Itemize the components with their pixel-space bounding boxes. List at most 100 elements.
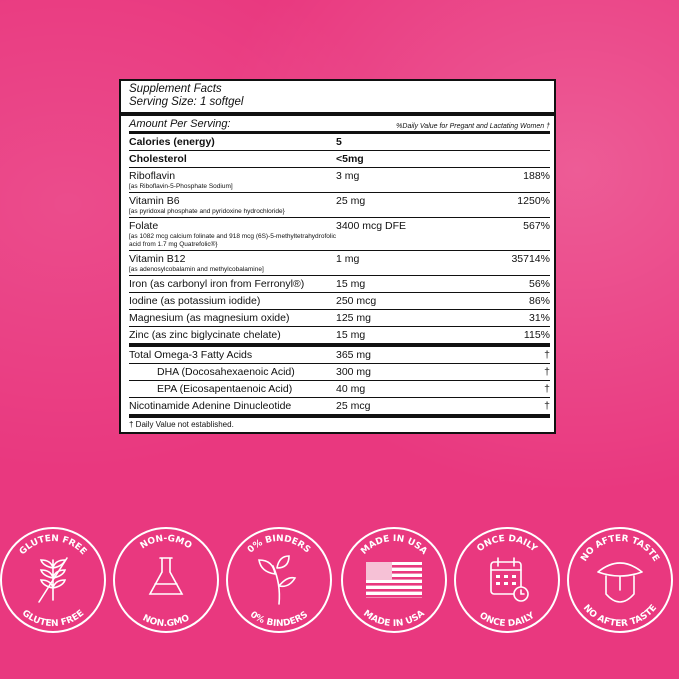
nutrient-row: Total Omega-3 Fatty Acids 365 mg † (129, 347, 550, 364)
badge-gluten-free: GLUTEN FREE GLUTEN FREE (0, 527, 106, 633)
nutrient-row: Iodine (as potassium iodide) 250 mcg 86% (129, 293, 550, 310)
nutrient-amount: 15 mg (336, 278, 366, 290)
nutrient-amount: 125 mg (336, 312, 372, 324)
nutrient-amount: 1 mg (336, 253, 360, 265)
badge-label-top: ONCE DAILY (475, 534, 538, 555)
nutrient-name: Vitamin B12 (129, 253, 186, 265)
svg-text:NO AFTER TASTE: NO AFTER TASTE (579, 534, 660, 564)
nutrient-row: Calories (energy) 5 (129, 134, 550, 151)
nutrient-daily-value: 35714% (511, 253, 550, 265)
badge-row: GLUTEN FREE GLUTEN FREE NON-GMO NON.GMO … (0, 527, 673, 633)
badge-ring (113, 527, 219, 633)
calendar-clock-icon (490, 557, 529, 602)
nutrient-daily-value: † (544, 400, 550, 412)
panel-header: Supplement Facts Serving Size: 1 softgel (121, 81, 554, 116)
badge-ring (0, 527, 106, 633)
nutrient-daily-value: 188% (523, 170, 550, 182)
serving-size: Serving Size: 1 softgel (129, 96, 244, 108)
nutrient-row: EPA (Eicosapentaenoic Acid) 40 mg † (129, 381, 550, 398)
nutrient-daily-value (480, 153, 550, 166)
nutrient-amount: 25 mg (336, 195, 366, 207)
nutrient-amount: 300 mg (336, 366, 372, 378)
nutrient-daily-value: 86% (528, 295, 550, 307)
panel-title: Supplement Facts (129, 83, 222, 95)
amount-per-serving-header: Amount Per Serving: %Daily Value for Pre… (129, 116, 550, 134)
nutrient-name: EPA (Eicosapentaenoic Acid) (157, 383, 293, 395)
leaf-sprig-icon (258, 555, 297, 605)
svg-text:NON.GMO: NON.GMO (141, 613, 192, 629)
svg-text:GLUTEN FREE: GLUTEN FREE (18, 534, 88, 557)
nutrient-amount: 365 mg (336, 349, 372, 361)
nutrient-name: Total Omega-3 Fatty Acids (129, 349, 253, 361)
nutrient-name: Cholesterol (129, 153, 187, 165)
nutrient-amount: 25 mcg (336, 400, 371, 412)
nutrient-name: Zinc (as zinc biglycinate chelate) (129, 329, 281, 341)
nutrient-row: Vitamin B12 [as adenosylcobalamin and met… (129, 251, 550, 276)
footnote: † Daily Value not established. (129, 420, 234, 429)
nutrient-row: Magnesium (as magnesium oxide) 125 mg 31… (129, 310, 550, 327)
badge-ring (226, 527, 332, 633)
nutrient-name: Calories (energy) (129, 136, 215, 148)
badge-no-after-taste: NO AFTER TASTE NO AFTER TASTE (567, 527, 673, 633)
badge-label-top: GLUTEN FREE (18, 534, 88, 557)
nutrient-name: Magnesium (as magnesium oxide) (129, 312, 290, 324)
flask-icon (148, 557, 184, 595)
nutrient-amount: 40 mg (336, 383, 366, 395)
nutrient-source: [as 1082 mcg calcium folinate and 918 mc… (129, 233, 337, 248)
svg-text:NON-GMO: NON-GMO (139, 534, 194, 552)
nutrient-source: [as Riboflavin-5-Phosphate Sodium] (129, 183, 233, 190)
daily-value-header: %Daily Value for Pregant and Lactating W… (396, 123, 550, 130)
nutrient-row: Zinc (as zinc biglycinate chelate) 15 mg… (129, 327, 550, 347)
nutrient-name: Nicotinamide Adenine Dinucleotide (129, 400, 292, 412)
nutrient-amount: 15 mg (336, 329, 366, 341)
nutrient-daily-value (480, 136, 550, 149)
nutrient-name: DHA (Docosahexaenoic Acid) (157, 366, 295, 378)
nutrient-daily-value: 31% (528, 312, 550, 324)
badge-once-daily: ONCE DAILY ONCE DAILY (454, 527, 560, 633)
nutrient-amount: <5mg (336, 153, 364, 165)
svg-text:ONCE DAILY: ONCE DAILY (477, 611, 537, 630)
nutrient-row: Iron (as carbonyl iron from Ferronyl®) 1… (129, 276, 550, 293)
nutrient-row: Vitamin B6 [as pyridoxal phosphate and py… (129, 193, 550, 218)
nutrient-row: Folate [as 1082 mcg calcium folinate and … (129, 218, 550, 251)
us-flag-icon (366, 562, 422, 598)
nutrient-source: [as pyridoxal phosphate and pyridoxine h… (129, 208, 285, 215)
amount-per-serving-label: Amount Per Serving: (129, 118, 231, 130)
nutrient-daily-value: 1250% (517, 195, 550, 207)
nutrient-name: Riboflavin (129, 170, 176, 182)
badge-ring (454, 527, 560, 633)
badge-label-top: 0% BINDERS (246, 534, 312, 555)
badge-ring (567, 527, 673, 633)
nutrient-name: Iron (as carbonyl iron from Ferronyl®) (129, 278, 305, 290)
svg-text:ONCE DAILY: ONCE DAILY (475, 534, 538, 555)
nutrient-daily-value: 115% (523, 329, 550, 341)
nutrient-name: Iodine (as potassium iodide) (129, 295, 261, 307)
nutrient-daily-value: † (544, 349, 550, 361)
nutrient-daily-value: 567% (523, 220, 550, 232)
badge-label-bottom: ONCE DAILY (477, 611, 537, 630)
nutrient-daily-value: † (544, 383, 550, 395)
nutrient-row: Cholesterol <5mg (129, 151, 550, 168)
nutrient-amount: 250 mcg (336, 295, 377, 307)
badge-non-gmo: NON-GMO NON.GMO (113, 527, 219, 633)
nutrient-amount: 3400 mcg DFE (336, 220, 407, 232)
badge-label-top: NO AFTER TASTE (579, 534, 660, 564)
svg-text:0% BINDERS: 0% BINDERS (246, 534, 312, 555)
nutrient-row: DHA (Docosahexaenoic Acid) 300 mg † (129, 364, 550, 381)
badge-ring (341, 527, 447, 633)
svg-text:MADE IN USA: MADE IN USA (359, 534, 428, 557)
tongue-icon (597, 562, 643, 603)
nutrient-name: Vitamin B6 (129, 195, 180, 207)
nutrient-name: Folate (129, 220, 159, 232)
nutrient-daily-value: 56% (528, 278, 550, 290)
supplement-facts-panel: Supplement Facts Serving Size: 1 softgel… (119, 79, 556, 434)
nutrient-source: [as adenosylcobalamin and methylcobalami… (129, 266, 264, 273)
nutrient-daily-value: † (544, 366, 550, 378)
nutrient-row: Nicotinamide Adenine Dinucleotide 25 mcg… (129, 398, 550, 418)
badge-label-bottom: NON.GMO (141, 613, 192, 629)
badge-label-top: MADE IN USA (359, 534, 428, 557)
nutrient-row: Riboflavin [as Riboflavin-5-Phosphate Sod… (129, 168, 550, 193)
nutrient-amount: 3 mg (336, 170, 360, 182)
nutrient-amount: 5 (336, 136, 342, 148)
badge-0-binders: 0% BINDERS 0% BINDERS (226, 527, 332, 633)
